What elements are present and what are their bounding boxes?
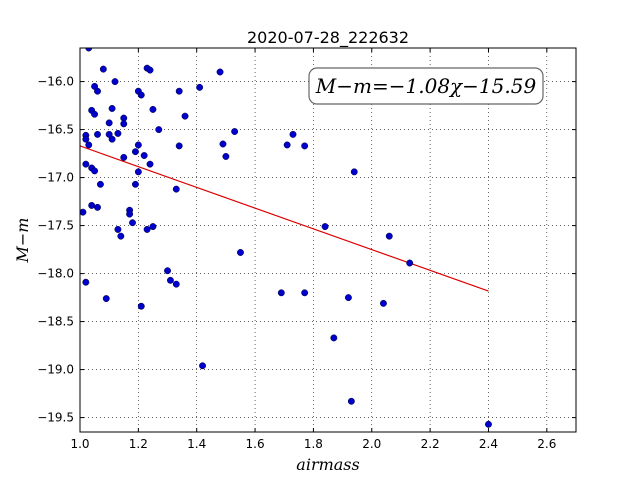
data-point: [120, 120, 128, 128]
data-point: [120, 153, 128, 161]
x-tick-label: 2.6: [537, 437, 556, 451]
data-point: [199, 362, 206, 370]
data-point: [149, 105, 157, 113]
data-point: [301, 142, 309, 150]
data-point: [85, 141, 93, 149]
x-tick-label: 1.4: [187, 437, 206, 451]
data-point: [94, 87, 101, 95]
data-point: [237, 249, 244, 256]
data-point: [117, 232, 125, 240]
data-point: [126, 210, 134, 218]
data-point: [196, 83, 204, 91]
data-point: [344, 294, 352, 302]
data-point: [102, 295, 110, 303]
data-point: [140, 152, 148, 159]
data-point: [172, 280, 180, 288]
data-point: [137, 91, 145, 99]
y-tick-label: −17.0: [37, 171, 74, 185]
data-point: [120, 114, 128, 122]
data-point: [379, 299, 387, 307]
y-tick-label: −19.5: [37, 411, 74, 425]
data-point: [350, 168, 358, 176]
data-point: [108, 135, 116, 143]
fit-line-group: [80, 145, 489, 292]
data-point: [301, 289, 309, 297]
fit-equation: M−m=−1.08χ−15.59: [315, 74, 537, 98]
data-point: [134, 168, 142, 176]
data-point: [155, 126, 163, 134]
x-tick-label: 2.0: [362, 437, 381, 451]
data-point: [94, 203, 101, 211]
fit-equation-frame: [308, 67, 544, 105]
data-point: [111, 78, 119, 86]
fit-line: [80, 145, 489, 292]
y-axis-label: M−m: [13, 218, 32, 264]
y-tick-label: −19.0: [37, 363, 74, 377]
data-point: [105, 119, 113, 127]
data-point: [164, 267, 171, 275]
data-point: [91, 110, 99, 118]
chart-title: 2020-07-28_222632: [247, 28, 409, 48]
data-point: [143, 225, 151, 233]
y-tick-label: −18.5: [37, 315, 74, 329]
data-point: [277, 289, 285, 297]
fit-equation-box: M−m=−1.08χ−15.59: [308, 67, 544, 105]
data-point: [134, 141, 142, 149]
data-point: [131, 148, 139, 156]
data-point: [80, 208, 87, 216]
data-point: [219, 140, 227, 148]
data-point: [385, 232, 393, 240]
data-point: [114, 225, 122, 233]
data-point: [485, 420, 492, 428]
data-point: [289, 130, 297, 138]
data-point: [222, 153, 230, 160]
data-point: [283, 141, 291, 149]
data-point: [181, 112, 189, 120]
data-point: [231, 128, 239, 135]
data-point: [166, 276, 174, 284]
data-point: [82, 135, 90, 143]
data-point: [149, 223, 157, 231]
axis-ticks: 1.0 1.2 1.4 1.6 1.8 2.0 2.2 2.4 2.6 −16.0 −16.5 −17…: [37, 48, 576, 451]
data-point: [131, 180, 139, 188]
data-point: [82, 160, 90, 168]
plot-frame: [79, 47, 577, 433]
x-tick-label: 2.2: [421, 437, 440, 451]
data-point: [96, 180, 104, 188]
y-tick-label: −16.0: [37, 75, 74, 89]
data-point: [175, 142, 183, 150]
data-point: [91, 167, 99, 175]
data-point: [114, 129, 122, 137]
data-point: [216, 68, 224, 76]
y-tick-label: −17.5: [37, 219, 74, 233]
x-axis-label: airmass: [296, 455, 359, 474]
data-point: [129, 219, 136, 227]
data-point: [146, 66, 154, 74]
data-point: [175, 87, 183, 95]
x-tick-label: 1.2: [129, 437, 148, 451]
x-tick-label: 2.4: [479, 437, 498, 451]
data-point: [108, 105, 116, 112]
x-tick-label: 1.0: [70, 437, 89, 451]
data-point: [330, 334, 338, 342]
data-point: [82, 278, 90, 286]
data-point: [347, 397, 355, 405]
data-point: [172, 185, 180, 193]
y-tick-label: −18.0: [37, 267, 74, 281]
data-point: [85, 48, 93, 52]
data-point: [146, 160, 154, 168]
data-point: [137, 302, 145, 310]
data-point: [94, 130, 101, 138]
data-point: [88, 201, 96, 209]
data-point: [99, 65, 107, 73]
y-tick-label: −16.5: [37, 123, 74, 137]
x-tick-label: 1.6: [246, 437, 265, 451]
data-point: [321, 223, 329, 231]
data-points: [80, 48, 492, 428]
x-tick-label: 1.8: [304, 437, 323, 451]
data-point: [406, 259, 414, 267]
plot-area: [80, 48, 576, 432]
